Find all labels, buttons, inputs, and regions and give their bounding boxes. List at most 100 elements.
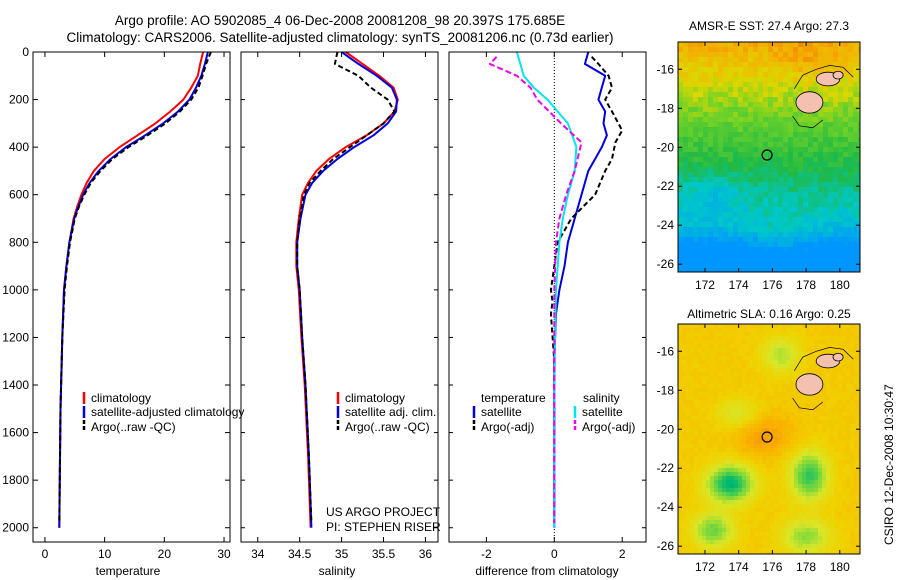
- heatmap-cell: [823, 92, 829, 98]
- heatmap-cell: [768, 267, 774, 272]
- heatmap-cell: [782, 352, 787, 357]
- heatmap-cell: [703, 132, 709, 138]
- heatmap-cell: [830, 388, 835, 393]
- heatmap-cell: [858, 222, 860, 228]
- heatmap-cell: [742, 504, 747, 509]
- map-y-tick-label: -18: [657, 383, 675, 397]
- heatmap-cell: [734, 328, 739, 333]
- heatmap-cell: [698, 528, 703, 533]
- heatmap-cell: [838, 217, 844, 223]
- heatmap-cell: [786, 508, 791, 513]
- heatmap-cell: [782, 444, 787, 449]
- heatmap-cell: [798, 544, 803, 549]
- heatmap-cell: [788, 177, 794, 183]
- heatmap-cell: [698, 127, 704, 133]
- heatmap-cell: [718, 102, 724, 108]
- heatmap-cell: [746, 504, 751, 509]
- heatmap-cell: [823, 52, 829, 58]
- heatmap-cell: [818, 532, 823, 537]
- heatmap-cell: [742, 412, 747, 417]
- heatmap-cell: [678, 348, 683, 353]
- heatmap-cell: [738, 396, 743, 401]
- heatmap-cell: [846, 548, 851, 553]
- heatmap-cell: [778, 197, 784, 203]
- heatmap-cell: [803, 112, 809, 118]
- heatmap-cell: [746, 468, 751, 473]
- heatmap-cell: [746, 328, 751, 333]
- heatmap-cell: [743, 212, 749, 218]
- heatmap-cell: [848, 207, 854, 213]
- heatmap-cell: [688, 62, 694, 68]
- heatmap-cell: [690, 432, 695, 437]
- heatmap-cell: [758, 392, 763, 397]
- heatmap-cell: [802, 348, 807, 353]
- heatmap-cell: [710, 420, 715, 425]
- heatmap-cell: [848, 92, 854, 98]
- heatmap-cell: [783, 217, 789, 223]
- heatmap-cell: [826, 372, 831, 377]
- heatmap-cell: [794, 412, 799, 417]
- heatmap-cell: [842, 500, 847, 505]
- heatmap-cell: [814, 364, 819, 369]
- heatmap-cell: [802, 364, 807, 369]
- heatmap-cell: [758, 548, 763, 553]
- heatmap-cell: [718, 137, 724, 143]
- heatmap-cell: [742, 492, 747, 497]
- heatmap-cell: [746, 416, 751, 421]
- heatmap-cell: [793, 67, 799, 73]
- heatmap-cell: [790, 416, 795, 421]
- heatmap-cell: [714, 352, 719, 357]
- heatmap-cell: [778, 92, 784, 98]
- heatmap-cell: [818, 57, 824, 63]
- heatmap-cell: [854, 412, 859, 417]
- heatmap-cell: [858, 480, 860, 485]
- heatmap-cell: [748, 192, 754, 198]
- heatmap-cell: [828, 167, 834, 173]
- heatmap-cell: [842, 356, 847, 361]
- heatmap-cell: [686, 444, 691, 449]
- heatmap-cell: [763, 42, 769, 48]
- heatmap-cell: [722, 356, 727, 361]
- heatmap-cell: [778, 492, 783, 497]
- heatmap-cell: [728, 122, 734, 128]
- heatmap-cell: [830, 420, 835, 425]
- heatmap-cell: [773, 162, 779, 168]
- heatmap-cell: [808, 77, 814, 83]
- heatmap-cell: [770, 424, 775, 429]
- heatmap-cell: [846, 404, 851, 409]
- heatmap-cell: [754, 552, 759, 554]
- heatmap-cell: [826, 496, 831, 501]
- heatmap-cell: [698, 444, 703, 449]
- heatmap-cell: [813, 157, 819, 163]
- heatmap-cell: [838, 87, 844, 93]
- heatmap-cell: [694, 460, 699, 465]
- heatmap-cell: [743, 252, 749, 258]
- heatmap-cell: [750, 444, 755, 449]
- heatmap-cell: [782, 328, 787, 333]
- heatmap-cell: [763, 237, 769, 243]
- heatmap-cell: [726, 516, 731, 521]
- heatmap-cell: [694, 404, 699, 409]
- heatmap-cell: [808, 202, 814, 208]
- heatmap-cell: [682, 332, 687, 337]
- heatmap-cell: [708, 197, 714, 203]
- heatmap-cell: [782, 464, 787, 469]
- heatmap-cell: [693, 67, 699, 73]
- heatmap-cell: [694, 520, 699, 525]
- heatmap-cell: [770, 428, 775, 433]
- heatmap-cell: [803, 202, 809, 208]
- heatmap-cell: [773, 252, 779, 258]
- heatmap-cell: [743, 202, 749, 208]
- heatmap-cell: [714, 424, 719, 429]
- heatmap-cell: [718, 384, 723, 389]
- heatmap-cell: [710, 480, 715, 485]
- heatmap-cell: [853, 97, 859, 103]
- heatmap-cell: [803, 122, 809, 128]
- heatmap-cell: [823, 112, 829, 118]
- heatmap-cell: [738, 448, 743, 453]
- heatmap-cell: [738, 504, 743, 509]
- heatmap-cell: [734, 464, 739, 469]
- salinity-legend-label-climatology: climatology: [345, 391, 405, 405]
- heatmap-cell: [828, 237, 834, 243]
- heatmap-cell: [718, 262, 724, 268]
